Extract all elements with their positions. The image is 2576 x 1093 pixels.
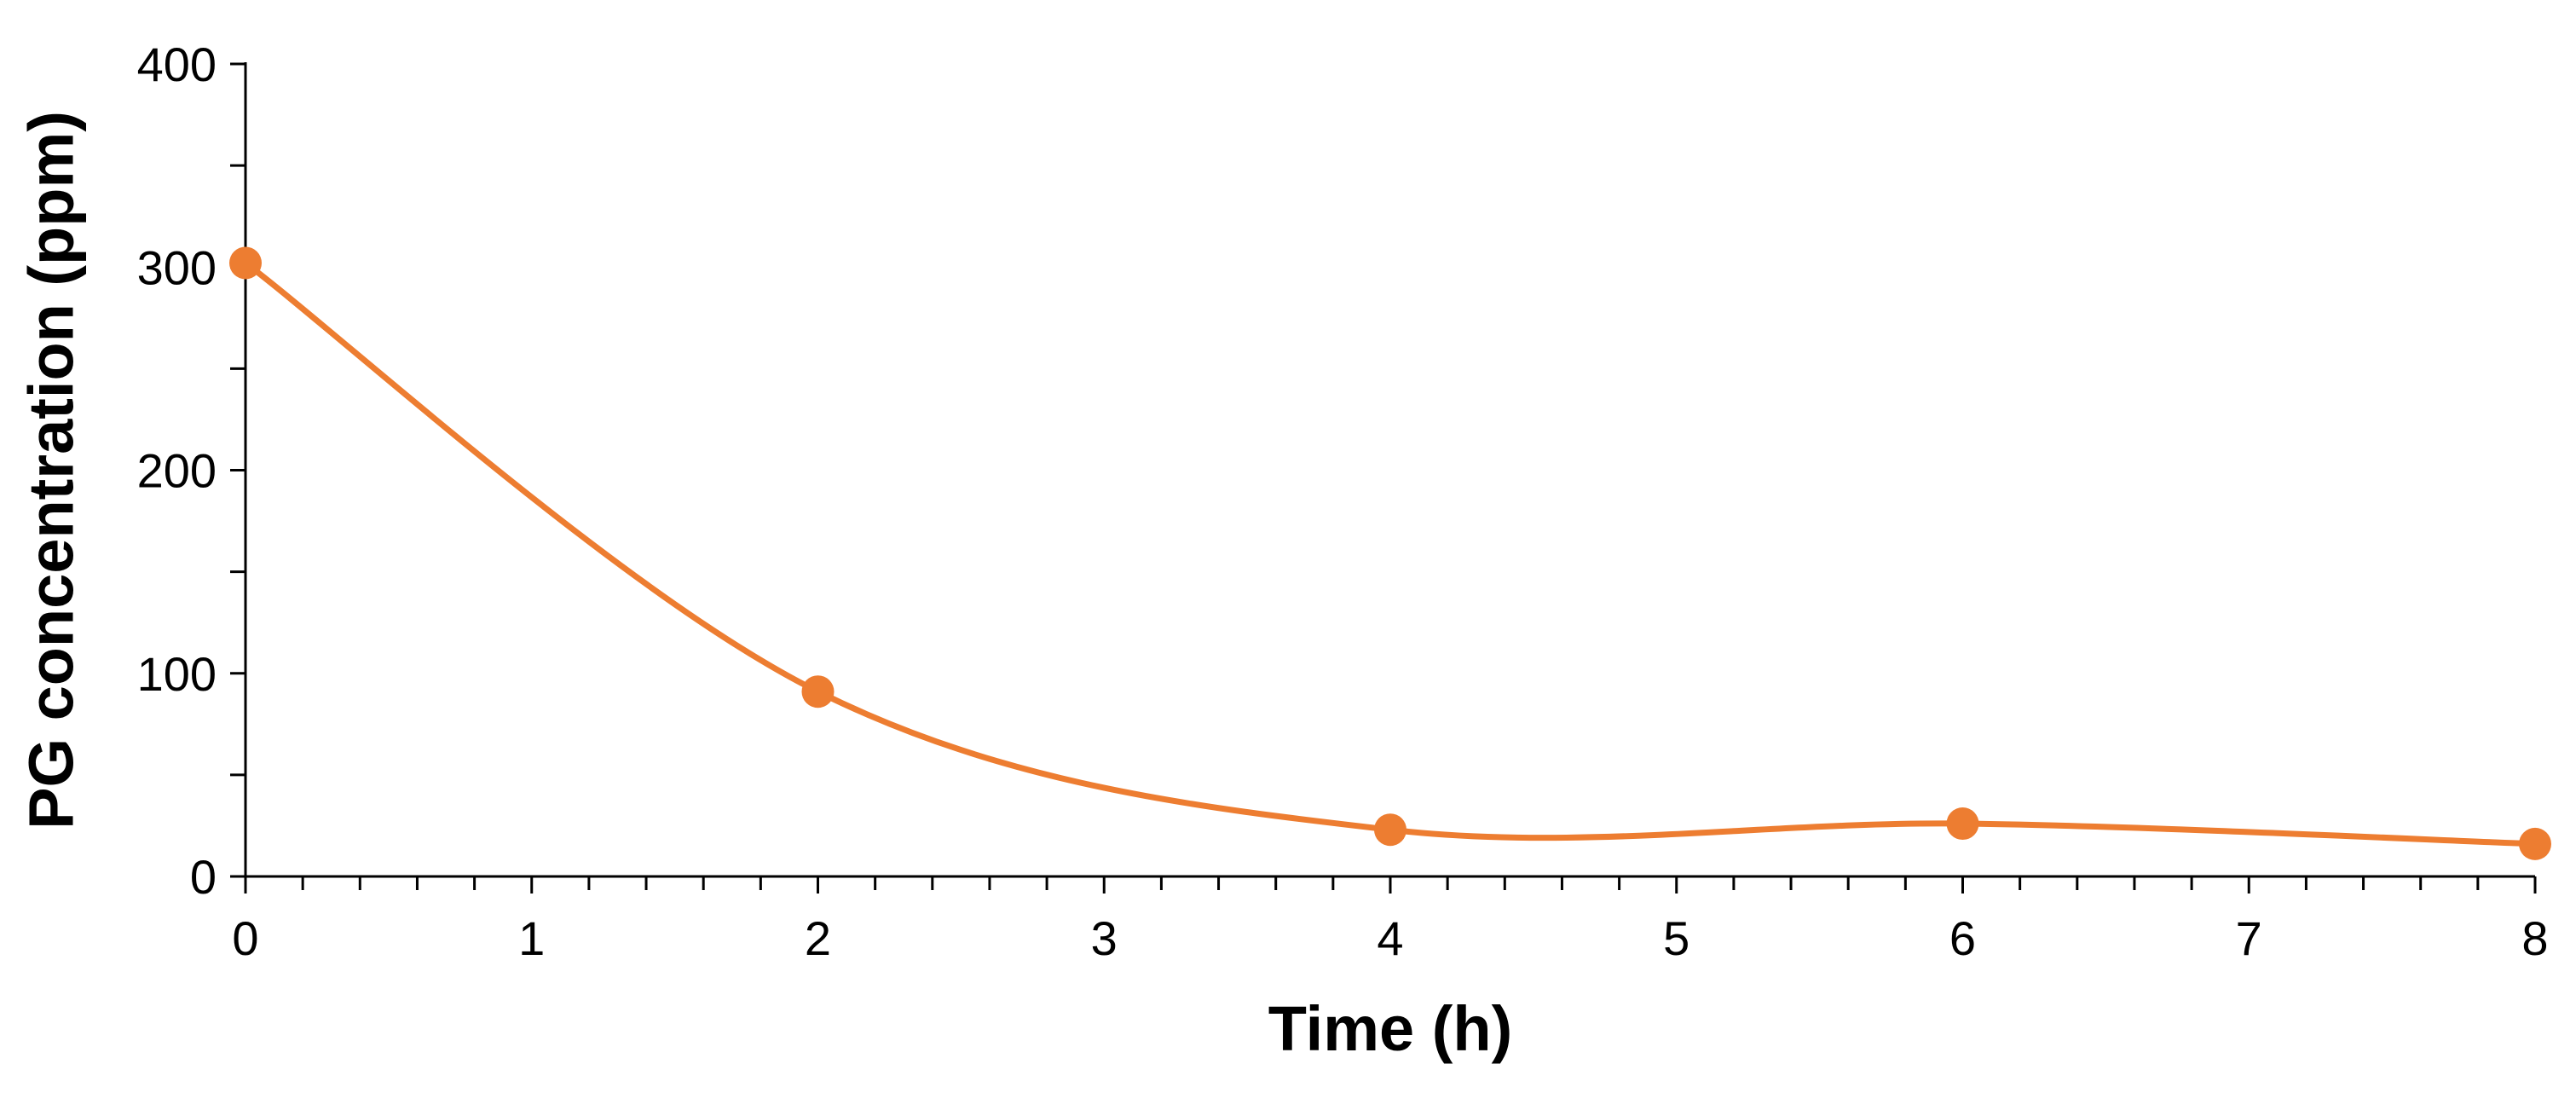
data-point [801, 675, 835, 708]
x-tick-label: 6 [1949, 911, 1976, 965]
data-point [229, 246, 262, 280]
x-tick-label: 5 [1663, 911, 1689, 965]
x-tick-label: 1 [518, 911, 545, 965]
axes: 0 100 200 300 400 0 1 2 3 4 5 6 7 8 [137, 38, 2549, 965]
x-tick-label: 8 [2521, 911, 2548, 965]
x-tick-label: 2 [805, 911, 831, 965]
x-tick-label: 0 [232, 911, 258, 965]
y-axis-title: PG concentration (ppm) [16, 111, 87, 830]
y-tick-label: 300 [137, 240, 217, 294]
x-axis-title: Time (h) [1268, 993, 1512, 1064]
series-layer [229, 246, 2551, 860]
y-tick-label: 100 [137, 647, 217, 701]
data-point [2519, 827, 2551, 860]
y-tick-label: 0 [190, 850, 217, 904]
y-tick-label: 400 [137, 38, 217, 91]
x-tick-label: 7 [2236, 911, 2262, 965]
data-point [1374, 813, 1406, 847]
x-tick-label: 3 [1091, 911, 1118, 965]
x-tick-label: 4 [1377, 911, 1403, 965]
data-point [1946, 807, 1979, 841]
y-tick-label: 200 [137, 444, 217, 498]
series-line [242, 259, 2538, 847]
